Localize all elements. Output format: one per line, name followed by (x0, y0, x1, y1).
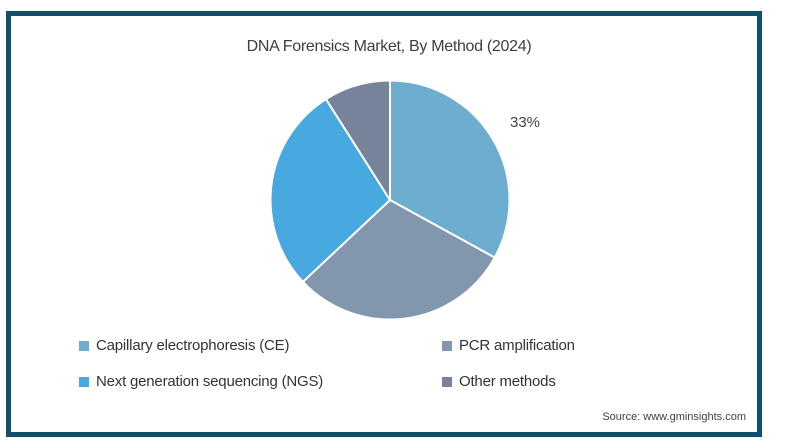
legend-swatch-icon (79, 376, 89, 387)
legend-label: PCR amplification (459, 337, 575, 354)
pie-slice-3 (269, 98, 391, 283)
legend-swatch-icon (79, 340, 89, 351)
legend-item-other-methods: Other methods (442, 373, 556, 390)
legend-swatch-icon (442, 340, 452, 351)
pie-chart-svg (269, 79, 511, 321)
legend-swatch-icon (442, 376, 452, 387)
legend-label: Capillary electrophoresis (CE) (96, 337, 290, 354)
pie-slice-1 (389, 79, 511, 259)
chart-title: DNA Forensics Market, By Method (2024) (246, 38, 532, 55)
pie-chart (269, 79, 511, 321)
pie-slice-data-label-ce: 33% (510, 114, 541, 131)
pie-slice-2 (301, 199, 496, 321)
legend-label: Next generation sequencing (NGS) (96, 373, 324, 390)
legend-label: Other methods (459, 373, 556, 390)
source-attribution: Source: www.gminsights.com (602, 411, 746, 423)
legend-item-pcr-amplification: PCR amplification (442, 337, 575, 354)
legend-item-next-generation-sequencing: Next generation sequencing (NGS) (79, 373, 323, 390)
legend-item-capillary-electrophoresis: Capillary electrophoresis (CE) (79, 337, 289, 354)
pie-slice-4 (324, 79, 391, 201)
